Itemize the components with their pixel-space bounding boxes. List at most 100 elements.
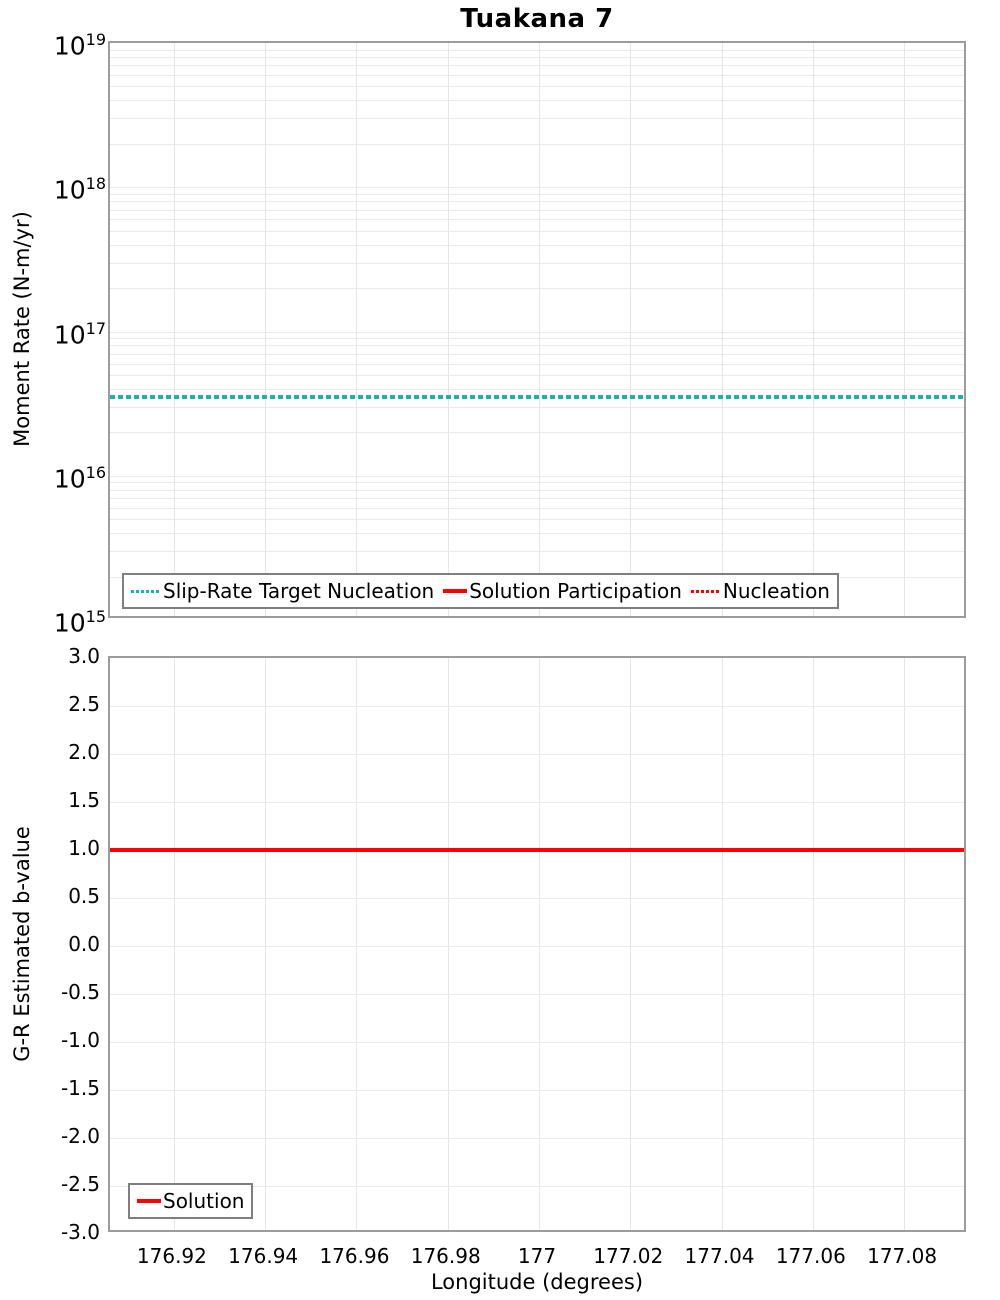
h-gridline (110, 994, 964, 995)
x-tick-label: 177 (517, 1244, 557, 1268)
y-tick-label-10e16: 1016 (53, 462, 106, 494)
y-tick-label: -2.0 (60, 1124, 100, 1148)
chart-title: Tuakana 7 (460, 4, 614, 34)
h-gridline-minor (110, 432, 964, 434)
h-gridline-minor (110, 244, 964, 246)
y-tick-label: 0.5 (68, 884, 100, 908)
v-gridline (539, 43, 540, 616)
h-gridline (110, 187, 964, 189)
h-gridline-minor (110, 56, 964, 58)
legend-label: Solution (163, 1189, 245, 1213)
x-tick-label: 177.02 (593, 1244, 664, 1268)
y-tick-label: 2.5 (68, 692, 100, 716)
h-gridline-minor (110, 482, 964, 484)
h-gridline (110, 898, 964, 899)
b-value-legend: Solution (128, 1183, 254, 1219)
h-gridline (110, 1042, 964, 1043)
v-gridline (904, 43, 906, 616)
v-gridline (630, 43, 632, 616)
y-tick-label: 0.0 (68, 932, 100, 956)
h-gridline-minor (110, 533, 964, 535)
h-gridline-minor (110, 75, 964, 76)
h-gridline-minor (110, 193, 964, 195)
y-tick-label: -0.5 (60, 980, 100, 1004)
legend-item: Slip-Rate Target Nucleation (131, 579, 434, 603)
h-gridline-minor (110, 388, 964, 390)
h-gridline (110, 946, 964, 947)
y-tick-label: 3.0 (68, 644, 100, 668)
y-tick-label: 2.0 (68, 740, 100, 764)
h-gridline-minor (110, 374, 964, 376)
moment-rate-y-axis-label: Moment Rate (N-m/yr) (10, 211, 34, 447)
moment-rate-legend: Slip-Rate Target Nucleation Solution Part… (122, 573, 839, 609)
h-gridline-minor (110, 49, 964, 51)
legend-item: Nucleation (690, 579, 830, 603)
h-gridline-minor (110, 406, 964, 408)
y-tick-label: -3.0 (60, 1220, 100, 1244)
legend-swatch-dotted (131, 589, 161, 593)
h-gridline-minor (110, 100, 964, 102)
h-gridline (110, 1138, 964, 1139)
v-gridline (356, 658, 358, 1230)
h-gridline-minor (110, 489, 964, 491)
h-gridline-minor (110, 230, 964, 232)
h-gridline (110, 754, 964, 755)
h-gridline (110, 331, 964, 333)
h-gridline-minor (110, 363, 964, 365)
v-gridline (356, 43, 358, 616)
y-tick-label-10e17: 1017 (53, 318, 106, 349)
x-tick-label: 177.04 (684, 1244, 755, 1268)
x-tick-label: 176.96 (319, 1244, 390, 1268)
h-gridline (110, 802, 964, 803)
v-gridline (265, 43, 267, 616)
h-gridline-minor (110, 201, 964, 203)
v-gridline (904, 658, 906, 1230)
h-gridline-minor (110, 65, 964, 67)
h-gridline-minor (110, 288, 964, 290)
x-tick-label: 176.92 (136, 1244, 207, 1268)
h-gridline-minor (110, 209, 964, 211)
x-tick-label: 177.06 (775, 1244, 846, 1268)
h-gridline-minor (110, 262, 964, 264)
y-tick-label-10e18: 1018 (53, 174, 106, 205)
legend-label: Slip-Rate Target Nucleation (163, 579, 435, 603)
v-gridline (721, 658, 723, 1230)
y-tick-label: -1.5 (60, 1076, 100, 1100)
b-value-y-axis-label: G-R Estimated b-value (10, 826, 34, 1062)
y-tick-label: 1.0 (68, 836, 100, 860)
h-gridline-minor (110, 353, 964, 355)
v-gridline (812, 43, 814, 616)
x-tick-label: 176.98 (410, 1244, 481, 1268)
h-gridline-minor (110, 86, 964, 88)
v-gridline (173, 658, 175, 1230)
moment-rate-plot-area: Slip-Rate Target Nucleation Solution Part… (108, 41, 966, 618)
h-gridline (110, 1090, 964, 1091)
h-gridline-minor (110, 219, 964, 221)
v-gridline (630, 658, 632, 1230)
h-gridline-minor (110, 338, 964, 340)
h-gridline (110, 475, 964, 477)
h-gridline-minor (110, 498, 964, 500)
legend-swatch-solid (137, 1199, 161, 1203)
h-gridline-minor (110, 551, 964, 553)
b-value-plot-area: Solution (108, 656, 966, 1232)
y-tick-label: -2.5 (60, 1172, 100, 1196)
legend-item: Solution (137, 1189, 244, 1213)
y-tick-label-10e15: 1015 (53, 607, 106, 638)
v-gridline (812, 658, 814, 1230)
y-tick-label: 1.5 (68, 788, 100, 812)
h-gridline-minor (110, 519, 964, 521)
solution-line (110, 848, 964, 852)
y-tick-label-10e19: 1019 (53, 30, 106, 61)
legend-swatch-solid (443, 589, 468, 593)
y-tick-label: -1.0 (60, 1028, 100, 1052)
h-gridline (110, 706, 964, 707)
legend-item: Solution Participation (443, 579, 682, 603)
x-tick-label: 176.94 (228, 1244, 299, 1268)
slip-rate-target-nucleation-line (110, 395, 964, 400)
v-gridline (265, 658, 267, 1230)
legend-label: Nucleation (722, 579, 830, 603)
v-gridline (721, 43, 723, 616)
h-gridline (110, 1186, 964, 1187)
